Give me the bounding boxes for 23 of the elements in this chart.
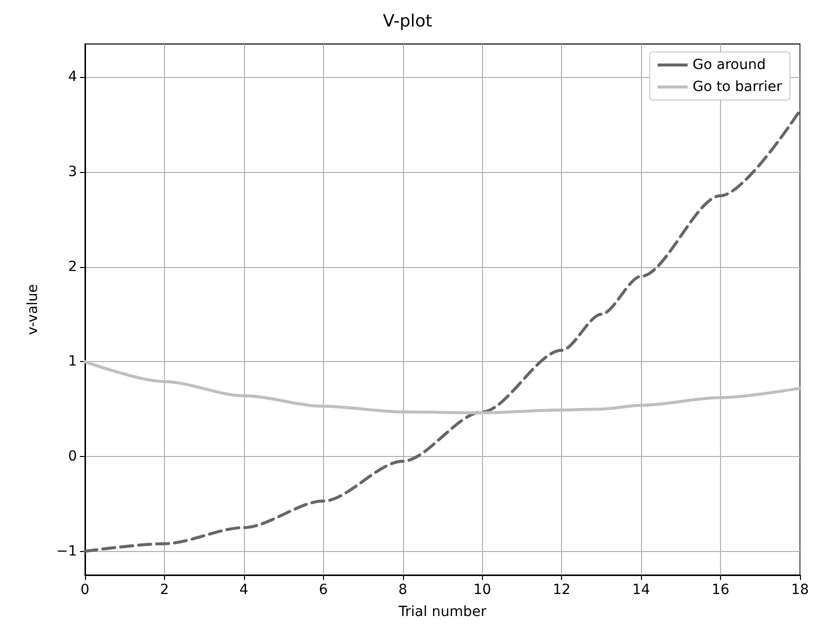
x-tick-label: 14 [632, 582, 650, 598]
x-tick-label: 18 [791, 582, 809, 598]
y-tick-label: 4 [68, 69, 78, 86]
legend-label: Go to barrier [692, 79, 782, 95]
legend-label: Go around [692, 57, 766, 73]
x-tick-label: 4 [239, 582, 248, 598]
y-tick-label: −1 [56, 543, 77, 560]
line-series [84, 108, 802, 553]
x-axis-title: Trial number [398, 604, 487, 620]
x-tick-label: 0 [80, 582, 90, 598]
y-tick-label: 0 [68, 448, 77, 464]
chart-title: V-plot [382, 12, 433, 32]
x-tick-label: 8 [398, 582, 408, 598]
x-tick-label: 6 [318, 582, 328, 598]
x-tick-label: 12 [552, 582, 571, 598]
line-series [84, 360, 802, 414]
y-tick-label: 1 [68, 354, 77, 370]
y-axis-title: v-value [25, 284, 41, 335]
y-tick-label: 3 [68, 164, 77, 180]
x-tick-label: 16 [712, 582, 730, 598]
y-tick-label: 2 [68, 258, 77, 275]
x-tick-label: 10 [473, 582, 492, 598]
x-tick-label: 2 [160, 582, 169, 598]
